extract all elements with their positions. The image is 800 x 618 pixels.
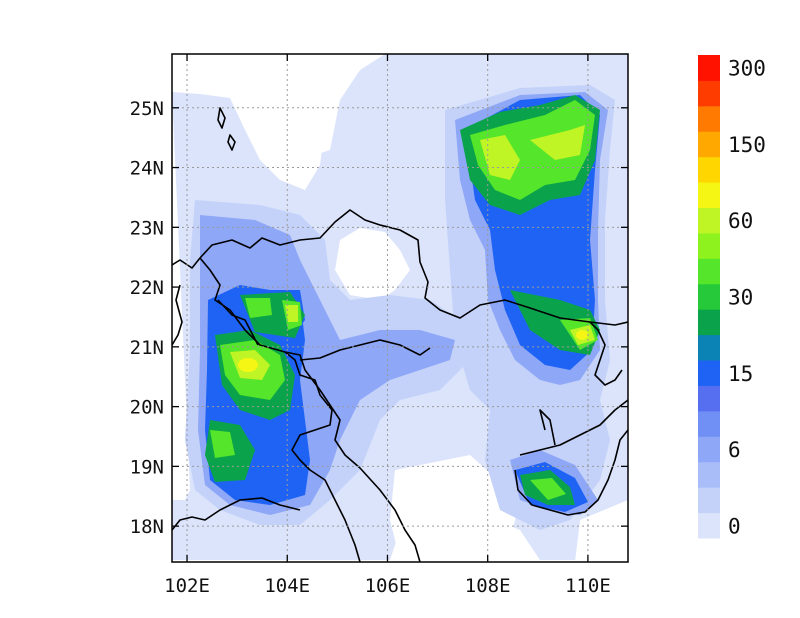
colorbar: 0 6 15 30 60 150 300 [698, 55, 766, 539]
colorbar-label: 150 [728, 133, 766, 157]
colorbar-label: 15 [728, 362, 753, 386]
colorbar-label: 30 [728, 286, 753, 310]
y-tick-label: 21N [130, 337, 164, 359]
x-tick-label: 108E [465, 575, 511, 597]
colorbar-swatch [698, 55, 720, 81]
colorbar-swatch [698, 232, 720, 259]
map-frame [171, 53, 629, 563]
y-axis: 18N 19N 20N 21N 22N 23N 24N 25N [130, 98, 628, 538]
x-tick-label: 102E [164, 575, 210, 597]
y-tick-label: 25N [130, 98, 164, 120]
level-15-region [238, 330, 588, 372]
blank-areas [172, 54, 628, 562]
colorbar-swatch [698, 436, 720, 463]
coastlines [172, 107, 628, 562]
colorbar-swatch [698, 182, 720, 209]
x-tick-label: 106E [365, 575, 411, 597]
colorbar-swatch [698, 258, 720, 285]
precip-field [172, 54, 628, 562]
colorbar-label: 6 [728, 438, 741, 462]
y-tick-label: 18N [130, 516, 164, 538]
colorbar-label: 300 [728, 57, 766, 81]
y-tick-label: 24N [130, 158, 164, 180]
colorbar-swatch [698, 80, 720, 107]
colorbar-swatch [698, 283, 720, 310]
x-tick-label: 104E [264, 575, 310, 597]
colorbar-swatch [698, 385, 720, 412]
y-tick-label: 22N [130, 277, 164, 299]
y-tick-label: 19N [130, 456, 164, 478]
colorbar-swatch [698, 156, 720, 183]
y-tick-label: 20N [130, 397, 164, 419]
colorbar-swatch [698, 360, 720, 386]
colorbar-label: 0 [728, 514, 741, 538]
colorbar-label: 60 [728, 209, 753, 233]
y-tick-label: 23N [130, 217, 164, 239]
colorbar-swatch [698, 487, 720, 514]
colorbar-swatch [698, 512, 720, 539]
colorbar-swatch [698, 105, 720, 132]
x-tick-label: 110E [565, 575, 611, 597]
colorbar-swatch [698, 410, 720, 437]
x-axis: 102E 104E 106E 108E 110E [164, 54, 611, 597]
colorbar-swatch [698, 207, 720, 234]
colorbar-swatch [698, 334, 720, 361]
gridlines [172, 54, 628, 562]
colorbar-swatch [698, 461, 720, 488]
colorbar-swatch [698, 309, 720, 336]
colorbar-swatch [698, 131, 720, 158]
